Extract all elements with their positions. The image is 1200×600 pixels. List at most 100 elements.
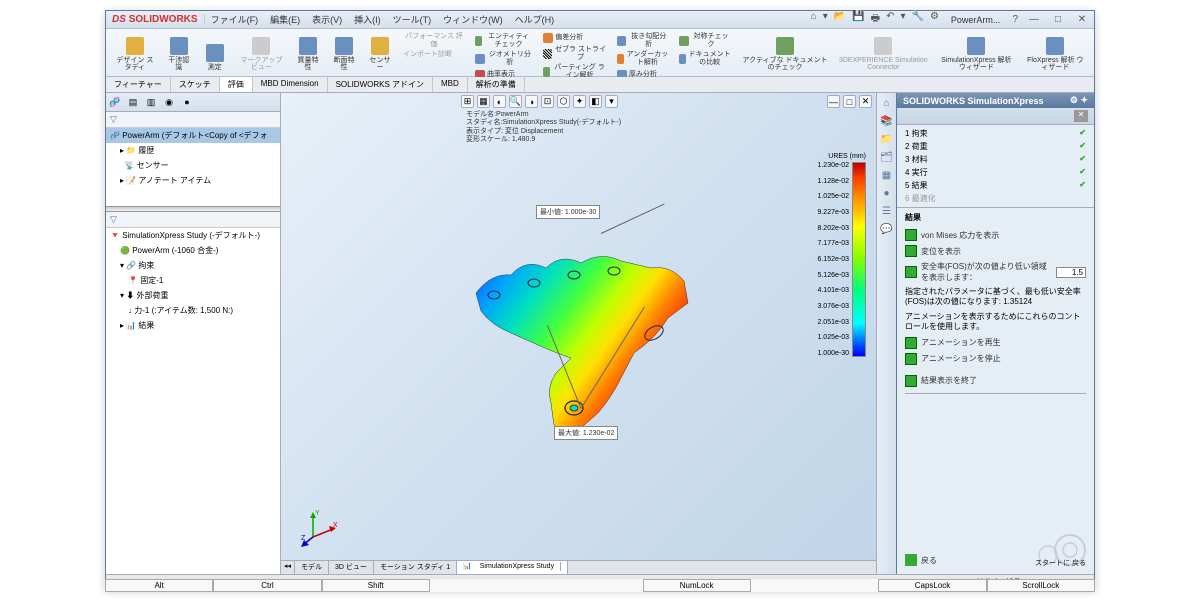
hud-icon[interactable]: ⊞ bbox=[461, 95, 474, 108]
undercut-button[interactable]: アンダーカット解析 bbox=[613, 50, 673, 67]
sx-show-displacement-link[interactable]: 変位を表示 bbox=[905, 243, 1086, 259]
tp-forum-icon[interactable]: 💬 bbox=[879, 221, 894, 237]
draft-button[interactable]: 抜き勾配分析 bbox=[613, 32, 673, 49]
deviation-button[interactable]: 偏差分析 bbox=[539, 32, 611, 44]
fm-tab-dim-icon[interactable]: ◉ bbox=[162, 95, 176, 109]
undo-icon[interactable]: ↶ bbox=[886, 11, 894, 28]
simx-wizard-button[interactable]: SimulationXpress 解析ウィザード bbox=[934, 32, 1019, 73]
menu-edit[interactable]: 編集(E) bbox=[264, 13, 306, 26]
menu-tools[interactable]: ツール(T) bbox=[387, 13, 438, 26]
sensor-button[interactable]: センサー bbox=[363, 32, 397, 73]
tab-simx-study[interactable]: 📊 SimulationXpress Study bbox=[457, 561, 568, 574]
minimize-button[interactable]: — bbox=[1022, 14, 1046, 25]
symmetry-button[interactable]: 対称チェック bbox=[675, 32, 735, 49]
tab-sketch[interactable]: スケッチ bbox=[171, 77, 220, 92]
feature-filter[interactable]: ▽ bbox=[106, 112, 280, 128]
fm-tab-display-icon[interactable]: ● bbox=[180, 95, 194, 109]
sim-tree-material[interactable]: 🟢 PowerArm (-1060 合金-) bbox=[106, 243, 280, 258]
tab-mbd[interactable]: MBD bbox=[433, 77, 468, 92]
tab-motion-study[interactable]: モーション スタディ 1 bbox=[374, 561, 457, 574]
sx-step-1[interactable]: 1 拘束✔ bbox=[897, 127, 1094, 140]
active-doc-check-button[interactable]: アクティブな ドキュメントのチェック bbox=[737, 32, 832, 73]
sx-close-button[interactable]: ✕ bbox=[1074, 110, 1088, 122]
sx-back-link[interactable]: 戻る bbox=[905, 552, 937, 568]
tab-feature[interactable]: フィーチャー bbox=[106, 77, 171, 92]
tab-3dview[interactable]: 3D ビュー bbox=[329, 561, 374, 574]
markup-button[interactable]: マークアップ ビュー bbox=[234, 32, 289, 73]
entity-check-button[interactable]: エンティティ チェック bbox=[471, 32, 537, 49]
graphics-viewport[interactable]: ⊞▦◐🔍◑⊡⬡✦◧▾ —□✕ モデル名:PowerArm スタディ名:Simul… bbox=[281, 93, 876, 574]
select-icon[interactable]: ▾ bbox=[900, 11, 905, 28]
tree-sensors[interactable]: 📡 センサー bbox=[106, 158, 280, 173]
rebuild-icon[interactable]: 🔧 bbox=[912, 11, 924, 28]
sx-options-icon[interactable]: ⚙ ✦ bbox=[1070, 95, 1088, 106]
fos-input[interactable] bbox=[1056, 267, 1086, 278]
sx-show-vonmises-link[interactable]: von Mises 応力を表示 bbox=[905, 227, 1086, 243]
sim-tree-study[interactable]: 🔻 SimulationXpress Study (-デフォルト-) bbox=[106, 228, 280, 243]
tp-resources-icon[interactable]: 📚 bbox=[879, 113, 894, 129]
tree-annotations[interactable]: ▸ 📝 アノテート アイテム bbox=[106, 173, 280, 188]
home-icon[interactable]: ⌂ bbox=[811, 11, 817, 28]
view-triad[interactable]: Y X Z bbox=[301, 507, 341, 549]
maximize-button[interactable]: □ bbox=[1046, 14, 1070, 25]
menu-help[interactable]: ヘルプ(H) bbox=[509, 13, 561, 26]
tree-root-part[interactable]: 🧬 PowerArm (デフォルト<Copy of <デフォ bbox=[106, 128, 280, 143]
sx-step-2[interactable]: 2 荷重✔ bbox=[897, 140, 1094, 153]
tree-history[interactable]: ▸ 📁 履歴 bbox=[106, 143, 280, 158]
tab-mbd-dimension[interactable]: MBD Dimension bbox=[253, 77, 328, 92]
tab-analysis-prep[interactable]: 解析の準備 bbox=[468, 77, 525, 92]
mdi-max-icon[interactable]: □ bbox=[843, 95, 856, 108]
tab-scroll-left[interactable]: ◂◂ bbox=[281, 561, 295, 574]
sim-tree-results[interactable]: ▸ 📊 結果 bbox=[106, 318, 280, 333]
fm-tab-config-icon[interactable]: ▥ bbox=[144, 95, 158, 109]
sim-tree-fixtures[interactable]: ▾ 🔗 拘束 bbox=[106, 258, 280, 273]
menu-view[interactable]: 表示(V) bbox=[306, 13, 348, 26]
fm-tab-prop-icon[interactable]: ▤ bbox=[126, 95, 140, 109]
hud-icon[interactable]: ▾ bbox=[605, 95, 618, 108]
tp-view-palette-icon[interactable]: ▦ bbox=[879, 167, 894, 183]
tab-sw-addin[interactable]: SOLIDWORKS アドイン bbox=[328, 77, 433, 92]
sim-filter[interactable]: ▽ bbox=[106, 212, 280, 228]
fm-tab-tree-icon[interactable]: 🧬 bbox=[108, 95, 122, 109]
hud-icon[interactable]: ▦ bbox=[477, 95, 490, 108]
hud-icon[interactable]: ◐ bbox=[493, 95, 506, 108]
options-icon[interactable]: ⚙ bbox=[930, 11, 939, 28]
sx-step-3[interactable]: 3 材料✔ bbox=[897, 153, 1094, 166]
sx-stop-anim-link[interactable]: アニメーションを停止 bbox=[905, 351, 1086, 367]
hud-icon[interactable]: 🔍 bbox=[509, 95, 522, 108]
menu-window[interactable]: ウィンドウ(W) bbox=[437, 13, 509, 26]
close-button[interactable]: ✕ bbox=[1070, 14, 1094, 25]
open-icon[interactable]: 📂 bbox=[834, 11, 846, 28]
sx-end-results-link[interactable]: 結果表示を終了 bbox=[905, 373, 1086, 389]
sx-fos-row[interactable]: 安全率(FOS)が次の値より低い領域を表示します： bbox=[905, 259, 1086, 285]
hud-icon[interactable]: ◑ bbox=[525, 95, 538, 108]
design-study-button[interactable]: デザイン スタディ bbox=[110, 32, 160, 73]
hud-icon[interactable]: ⬡ bbox=[557, 95, 570, 108]
sx-play-anim-link[interactable]: アニメーションを再生 bbox=[905, 335, 1086, 351]
save-icon[interactable]: 💾 bbox=[852, 11, 864, 28]
mdi-min-icon[interactable]: — bbox=[827, 95, 840, 108]
tp-home-icon[interactable]: ⌂ bbox=[879, 95, 894, 111]
mass-props-button[interactable]: 質量特性 bbox=[291, 32, 325, 73]
section-props-button[interactable]: 断面特性 bbox=[327, 32, 361, 73]
measure-button[interactable]: 測定 bbox=[198, 32, 232, 73]
print-icon[interactable]: 🖶 bbox=[871, 11, 880, 28]
sim-tree-fixture1[interactable]: 📍 固定-1 bbox=[106, 273, 280, 288]
compare-docs-button[interactable]: ドキュメントの比較 bbox=[675, 50, 735, 67]
new-icon[interactable]: ▾ bbox=[823, 11, 828, 28]
perf-eval-button[interactable]: パフォーマンス 評価 bbox=[399, 32, 469, 49]
hud-icon[interactable]: ◧ bbox=[589, 95, 602, 108]
sim-tree-force1[interactable]: ↓ 力-1 (:アイテム数: 1,500 N:) bbox=[106, 303, 280, 318]
flox-wizard-button[interactable]: FloXpress 解析 ウィザード bbox=[1021, 32, 1090, 73]
sim-tree-loads[interactable]: ▾ ⬇ 外部荷重 bbox=[106, 288, 280, 303]
tp-design-lib-icon[interactable]: 📁 bbox=[879, 131, 894, 147]
tab-model[interactable]: モデル bbox=[295, 561, 329, 574]
tp-custom-props-icon[interactable]: ☰ bbox=[879, 203, 894, 219]
sx-step-4[interactable]: 4 実行✔ bbox=[897, 166, 1094, 179]
menu-file[interactable]: ファイル(F) bbox=[205, 13, 265, 26]
hud-icon[interactable]: ✦ bbox=[573, 95, 586, 108]
hud-icon[interactable]: ⊡ bbox=[541, 95, 554, 108]
search-icon[interactable]: ? bbox=[1012, 14, 1018, 25]
geom-analysis-button[interactable]: ジオメトリ分析 bbox=[471, 50, 537, 67]
interference-button[interactable]: 干渉認識 bbox=[162, 32, 196, 73]
